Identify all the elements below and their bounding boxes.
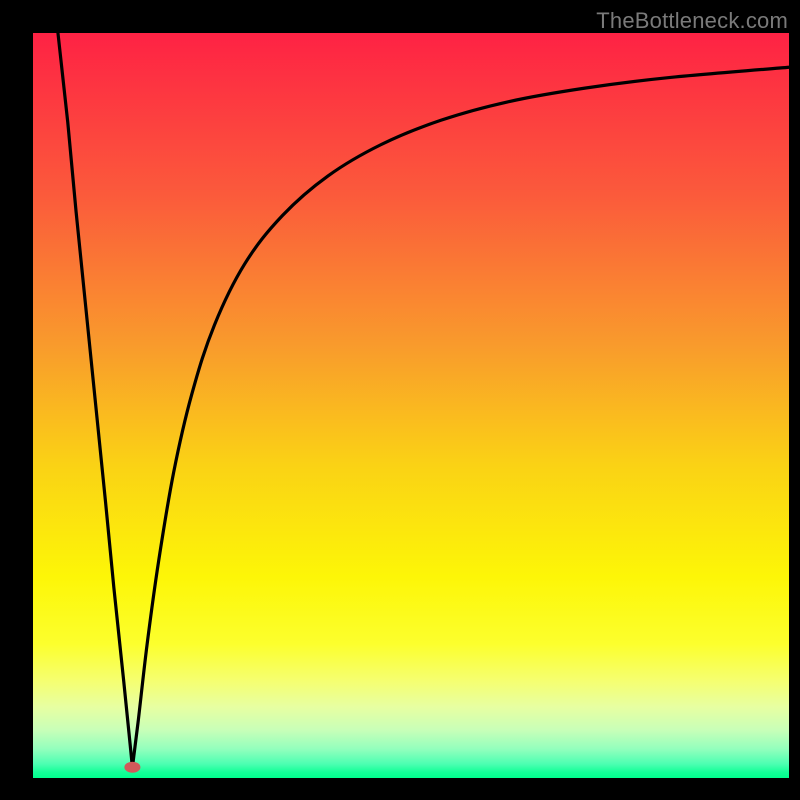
bottleneck-chart: TheBottleneck.com — [0, 0, 800, 800]
chart-svg — [0, 0, 800, 800]
watermark-text: TheBottleneck.com — [596, 8, 788, 34]
plot-background — [33, 33, 789, 778]
bottleneck-marker — [124, 762, 140, 773]
